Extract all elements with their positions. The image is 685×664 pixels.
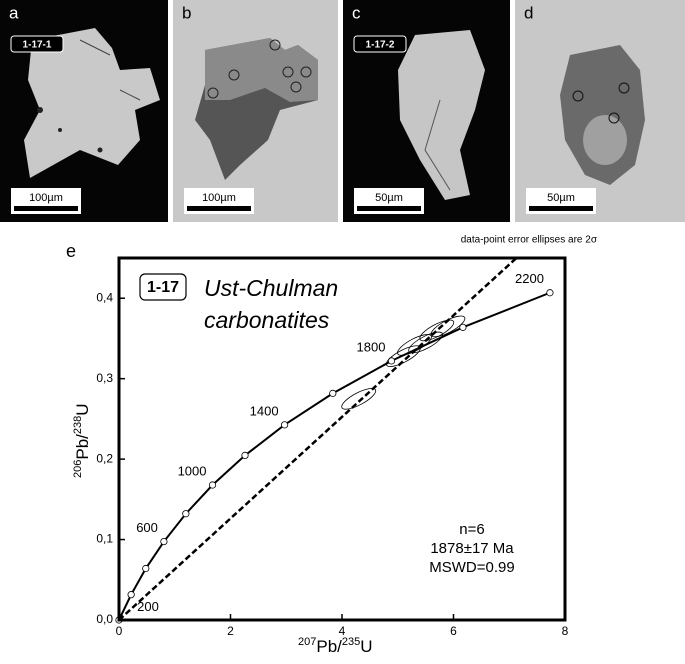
y-tick-label: 0,1 xyxy=(96,532,113,546)
panel-letter: d xyxy=(524,3,533,22)
concordia-point xyxy=(182,510,190,518)
stats: 1878±17 Ma xyxy=(430,540,514,557)
error-ellipse xyxy=(408,331,444,354)
y-axis-label-part: U xyxy=(73,403,92,415)
stats: n=6 xyxy=(459,521,484,538)
concordia-point xyxy=(546,289,554,297)
age-label: 200 xyxy=(137,599,159,614)
x-tick-label: 4 xyxy=(339,624,346,638)
error-ellipse xyxy=(385,345,421,367)
scale-bar-label: 50µm xyxy=(547,192,575,204)
panel-letter: e xyxy=(66,241,76,261)
age-label: 1000 xyxy=(178,463,207,478)
concordia-point xyxy=(208,481,217,489)
panel-letter: a xyxy=(9,3,19,22)
age-label: 2200 xyxy=(515,271,544,286)
concordia-point xyxy=(241,451,249,460)
chart-title: carbonatites xyxy=(204,307,330,333)
scale-bar xyxy=(357,206,421,211)
sample-label: 1-17-2 xyxy=(366,40,395,51)
x-tick-label: 0 xyxy=(116,624,123,638)
age-label: 1400 xyxy=(250,403,279,418)
concordia-point xyxy=(280,421,289,429)
panel-letter: c xyxy=(352,3,361,22)
concordia-point xyxy=(160,537,168,546)
y-tick-label: 0,0 xyxy=(96,612,113,626)
error-ellipse xyxy=(341,388,377,410)
x-tick-label: 6 xyxy=(450,624,457,638)
scale-bar xyxy=(187,206,251,211)
concordia-point xyxy=(459,323,467,331)
concordia-point xyxy=(142,564,150,573)
y-axis-label: 206Pb/238U xyxy=(72,403,93,478)
note: data-point error ellipses are 2σ xyxy=(461,235,598,246)
age-label: 600 xyxy=(136,520,158,535)
scale-bar xyxy=(14,206,78,211)
scale-bar-label: 100µm xyxy=(202,192,236,204)
chart-title: Ust-Chulman xyxy=(204,275,338,301)
sample-label: 1-17-1 xyxy=(23,40,52,51)
panel-b xyxy=(173,0,338,222)
x-axis-label-part: Pb/ xyxy=(316,637,342,656)
sample-box-label: 1-17 xyxy=(147,279,179,296)
y-axis-label-part: 238 xyxy=(72,416,84,434)
y-tick-label: 0,3 xyxy=(96,371,113,385)
concordia-point xyxy=(127,591,135,599)
y-axis-label-part: Pb/ xyxy=(73,434,92,460)
panel-letter: b xyxy=(182,3,191,22)
sample-label-box xyxy=(353,35,407,53)
y-axis-label-part: 206 xyxy=(72,460,84,478)
scale-bar-label: 100µm xyxy=(29,192,63,204)
concordia-point xyxy=(387,357,396,365)
sample-label-box xyxy=(10,35,64,53)
panel-c xyxy=(343,0,510,222)
y-tick-label: 0,2 xyxy=(96,451,113,465)
y-tick-label: 0,4 xyxy=(96,290,113,304)
x-axis-label-part: 235 xyxy=(342,636,360,648)
sample-box xyxy=(139,273,187,301)
error-ellipse xyxy=(430,315,466,338)
x-axis-label-part: U xyxy=(360,637,372,656)
scale-bar xyxy=(529,206,593,211)
plot-frame xyxy=(117,256,567,622)
x-tick-label: 8 xyxy=(562,624,569,638)
stats: MSWD=0.99 xyxy=(429,559,514,576)
panel-d xyxy=(515,0,685,222)
x-axis-label-part: 207 xyxy=(298,636,316,648)
x-axis-label: 207Pb/235U xyxy=(298,636,373,657)
panel-a xyxy=(0,0,168,222)
x-tick-label: 2 xyxy=(227,624,234,638)
concordia-point xyxy=(329,389,337,397)
age-label: 1800 xyxy=(357,339,386,354)
scale-bar-label: 50µm xyxy=(375,192,403,204)
